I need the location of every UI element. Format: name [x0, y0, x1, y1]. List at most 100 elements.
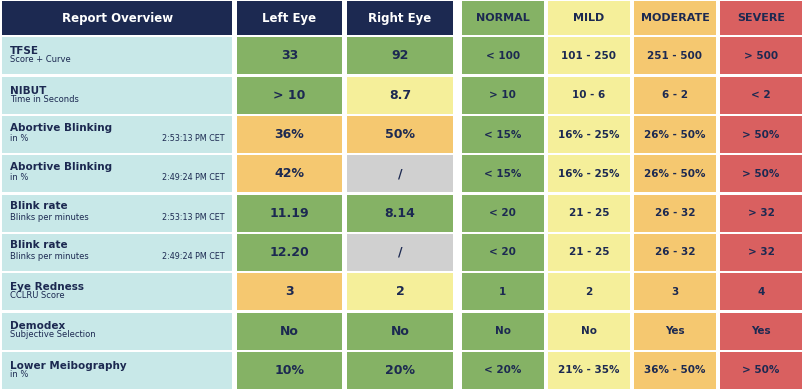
Text: 26% - 50%: 26% - 50% — [643, 129, 705, 140]
Text: /: / — [397, 246, 402, 259]
Text: 2: 2 — [585, 287, 592, 297]
Text: < 20%: < 20% — [483, 365, 521, 375]
Bar — [548, 195, 629, 232]
Text: Blink rate: Blink rate — [10, 240, 67, 250]
Text: 26 - 32: 26 - 32 — [654, 247, 695, 257]
Text: < 2: < 2 — [750, 90, 770, 100]
Text: NIBUT: NIBUT — [10, 85, 46, 96]
Text: No: No — [390, 324, 409, 338]
Text: CCLRU Score: CCLRU Score — [10, 291, 64, 300]
Text: MILD: MILD — [573, 13, 604, 23]
Text: 2: 2 — [395, 285, 404, 298]
Text: > 32: > 32 — [747, 247, 773, 257]
Bar — [347, 312, 452, 349]
Text: Left Eye: Left Eye — [262, 12, 316, 25]
Bar — [634, 195, 715, 232]
Text: Abortive Blinking: Abortive Blinking — [10, 162, 112, 172]
Text: SEVERE: SEVERE — [736, 13, 784, 23]
Text: < 15%: < 15% — [483, 129, 521, 140]
Bar — [236, 1, 342, 35]
Text: Abortive Blinking: Abortive Blinking — [10, 122, 112, 133]
Text: 4: 4 — [756, 287, 764, 297]
Text: < 20: < 20 — [489, 247, 516, 257]
Bar — [462, 312, 543, 349]
Bar — [462, 352, 543, 389]
Text: in %: in % — [10, 370, 28, 379]
Text: < 20: < 20 — [489, 208, 516, 218]
Bar — [2, 234, 231, 271]
Text: Right Eye: Right Eye — [368, 12, 431, 25]
Text: in %: in % — [10, 134, 28, 143]
Text: 36% - 50%: 36% - 50% — [643, 365, 705, 375]
Bar — [548, 116, 629, 153]
Bar — [236, 155, 342, 192]
Bar — [634, 1, 715, 35]
Text: 26 - 32: 26 - 32 — [654, 208, 695, 218]
Text: 92: 92 — [391, 50, 408, 62]
Text: Yes: Yes — [664, 326, 684, 336]
Bar — [236, 195, 342, 232]
Text: > 50%: > 50% — [741, 169, 779, 179]
Bar — [462, 273, 543, 310]
Bar — [548, 352, 629, 389]
Bar — [2, 116, 231, 153]
Text: in %: in % — [10, 173, 28, 182]
Bar — [634, 116, 715, 153]
Text: Yes: Yes — [750, 326, 770, 336]
Text: Blinks per minutes: Blinks per minutes — [10, 213, 88, 222]
Bar — [236, 116, 342, 153]
Bar — [634, 37, 715, 74]
Bar — [347, 195, 452, 232]
Text: 8.14: 8.14 — [384, 207, 415, 220]
Bar — [2, 273, 231, 310]
Text: 36%: 36% — [275, 128, 304, 141]
Text: NORMAL: NORMAL — [475, 13, 529, 23]
Text: 16% - 25%: 16% - 25% — [557, 129, 619, 140]
Text: 3: 3 — [285, 285, 293, 298]
Bar — [548, 37, 629, 74]
Bar — [634, 155, 715, 192]
Text: TFSE: TFSE — [10, 46, 39, 56]
Text: > 500: > 500 — [743, 51, 777, 61]
Bar — [236, 77, 342, 114]
Bar — [462, 1, 543, 35]
Text: MODERATE: MODERATE — [640, 13, 708, 23]
Bar — [719, 352, 801, 389]
Text: 42%: 42% — [274, 167, 304, 180]
Text: 2:49:24 PM CET: 2:49:24 PM CET — [162, 252, 224, 261]
Text: 20%: 20% — [385, 364, 414, 377]
Text: 10 - 6: 10 - 6 — [572, 90, 605, 100]
Bar — [719, 234, 801, 271]
Text: Report Overview: Report Overview — [62, 12, 173, 25]
Text: > 10: > 10 — [489, 90, 516, 100]
Text: > 10: > 10 — [273, 89, 305, 102]
Text: 16% - 25%: 16% - 25% — [557, 169, 619, 179]
Text: No: No — [581, 326, 596, 336]
Bar — [462, 195, 543, 232]
Bar — [719, 195, 801, 232]
Text: Time in Seconds: Time in Seconds — [10, 95, 79, 104]
Bar — [2, 195, 231, 232]
Bar — [2, 1, 231, 35]
Bar — [634, 77, 715, 114]
Bar — [719, 37, 801, 74]
Bar — [347, 116, 452, 153]
Text: 50%: 50% — [385, 128, 414, 141]
Bar — [719, 116, 801, 153]
Text: 21 - 25: 21 - 25 — [568, 208, 609, 218]
Text: 6 - 2: 6 - 2 — [661, 90, 687, 100]
Bar — [634, 234, 715, 271]
Bar — [548, 77, 629, 114]
Text: Subjective Selection: Subjective Selection — [10, 330, 95, 339]
Bar — [236, 273, 342, 310]
Text: Blinks per minutes: Blinks per minutes — [10, 252, 88, 261]
Bar — [719, 77, 801, 114]
Bar — [719, 312, 801, 349]
Bar — [347, 273, 452, 310]
Text: Eye Redness: Eye Redness — [10, 282, 84, 292]
Bar — [2, 155, 231, 192]
Bar — [462, 234, 543, 271]
Bar — [2, 312, 231, 349]
Text: > 50%: > 50% — [741, 365, 779, 375]
Text: 1: 1 — [499, 287, 506, 297]
